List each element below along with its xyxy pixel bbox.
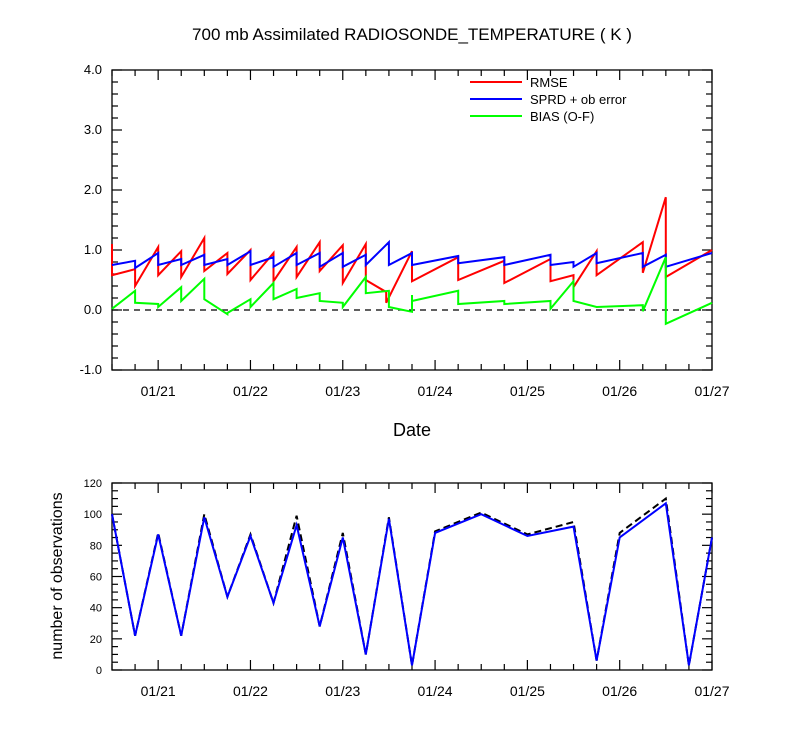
legend-label: BIAS (O-F) <box>530 109 594 124</box>
x-tick-label: 01/25 <box>510 383 545 399</box>
x-tick-label: 01/27 <box>694 683 729 699</box>
bottom-chart: 01/21 01/22 01/23 01/24 01/25 01/26 01/27 0 20 40… <box>84 478 730 699</box>
series-line <box>111 196 713 304</box>
series-line <box>111 239 713 270</box>
y-tick-label: 1.0 <box>84 242 102 257</box>
x-tick-label: 01/23 <box>325 683 360 699</box>
y-tick-label: 0.0 <box>84 302 102 317</box>
y-tick-label: -1.0 <box>80 362 102 377</box>
y-tick-label: 120 <box>84 478 102 490</box>
x-tick-label: 01/22 <box>233 683 268 699</box>
bottom-y-axis-label: number of observations <box>49 492 66 659</box>
bottom-series <box>111 496 713 666</box>
top-legend: RMSE SPRD + ob error BIAS (O-F) <box>470 75 627 124</box>
x-tick-label: 01/21 <box>141 383 176 399</box>
top-ticks: 01/21 01/22 01/23 01/24 01/25 01/26 01/27 -1.0 0… <box>80 62 730 399</box>
y-tick-label: 60 <box>90 572 102 584</box>
x-axis-label: Date <box>393 420 431 440</box>
bottom-plot-frame <box>111 482 713 671</box>
x-tick-label: 01/26 <box>602 683 637 699</box>
y-tick-label: 40 <box>90 603 102 615</box>
top-plot-frame <box>111 69 713 371</box>
top-chart: 01/21 01/22 01/23 01/24 01/25 01/26 01/27 -1.0 0… <box>80 62 730 399</box>
series-line <box>111 496 713 666</box>
bottom-ticks: 01/21 01/22 01/23 01/24 01/25 01/26 01/27 0 20 40… <box>84 478 730 699</box>
x-tick-label: 01/25 <box>510 683 545 699</box>
legend-label: RMSE <box>530 75 568 90</box>
x-tick-label: 01/21 <box>141 683 176 699</box>
y-tick-label: 100 <box>84 509 102 521</box>
y-tick-label: 0 <box>96 665 102 677</box>
top-series <box>111 196 713 326</box>
x-tick-label: 01/24 <box>418 383 453 399</box>
y-tick-label: 3.0 <box>84 122 102 137</box>
y-tick-label: 20 <box>90 634 102 646</box>
x-tick-label: 01/26 <box>602 383 637 399</box>
x-tick-label: 01/24 <box>418 683 453 699</box>
y-tick-label: 2.0 <box>84 182 102 197</box>
series-line <box>111 501 713 666</box>
legend-label: SPRD + ob error <box>530 92 627 107</box>
x-tick-label: 01/23 <box>325 383 360 399</box>
y-tick-label: 4.0 <box>84 62 102 77</box>
chart-title: 700 mb Assimilated RADIOSONDE_TEMPERATUR… <box>192 25 632 44</box>
x-tick-label: 01/27 <box>694 383 729 399</box>
x-tick-label: 01/22 <box>233 383 268 399</box>
y-tick-label: 80 <box>90 540 102 552</box>
series-line <box>111 256 713 326</box>
